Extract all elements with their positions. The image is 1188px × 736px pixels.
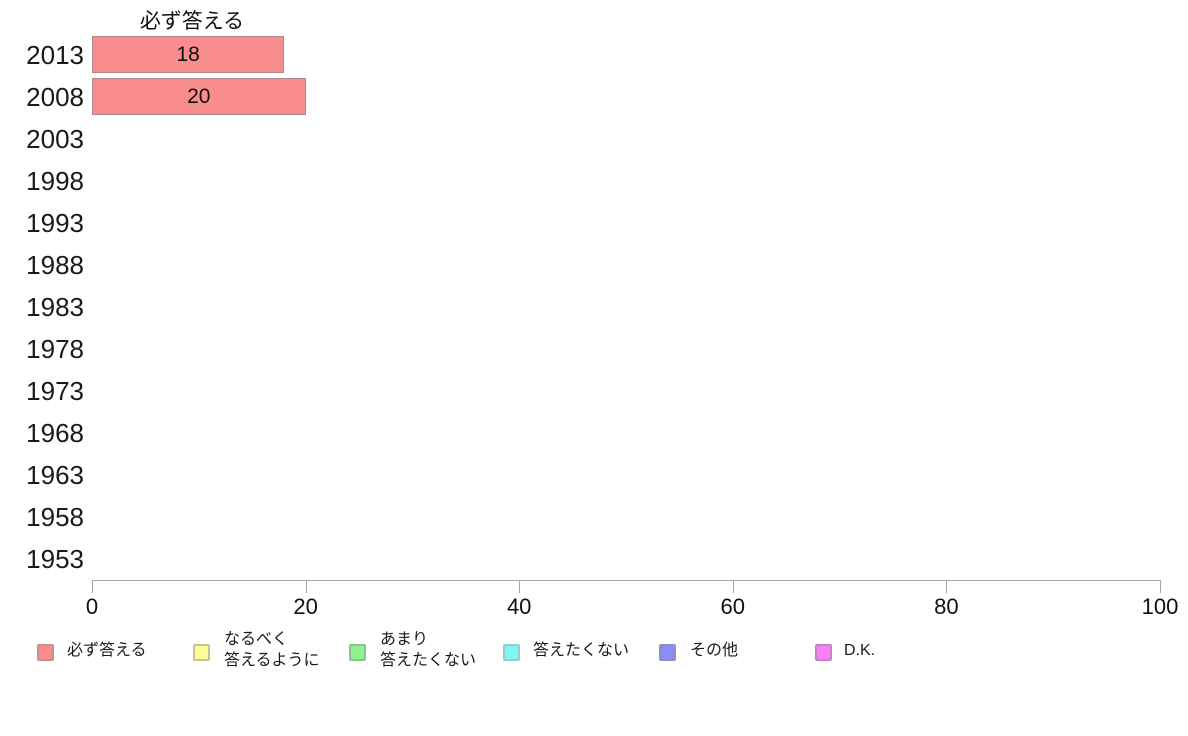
legend-swatch-2[interactable] [193,644,210,661]
bar-value-label: 18 [176,42,200,66]
x-tick-label-80: 80 [934,594,959,619]
legend-label-5[interactable]: その他 [690,640,738,661]
y-axis-label-1983: 1983 [26,292,84,322]
legend-label-line: 答えるように [224,652,320,669]
x-tick-mark [946,580,948,593]
y-axis-label-1978: 1978 [26,334,84,364]
x-tick-label-60: 60 [720,594,746,619]
y-axis-label-2013: 2013 [26,40,84,70]
legend-label-4[interactable]: 答えたくない [533,640,629,661]
y-axis-label-2008: 2008 [26,82,84,112]
legend-swatch-3[interactable] [349,644,366,661]
y-axis-label-1958: 1958 [26,502,84,532]
x-tick-label-0: 0 [85,594,99,619]
legend-label-3[interactable]: あまり 答えたくない [380,629,476,671]
legend-label-line: 答えたくない [380,652,477,669]
legend-label-1[interactable]: 必ず答える [67,640,147,661]
y-axis-label-1953: 1953 [26,544,84,574]
legend-label-line: 必ず答える [67,642,147,659]
y-axis-label-1968: 1968 [26,418,84,448]
bar-2008[interactable]: 20 [92,78,306,115]
legend-swatch-5[interactable] [659,644,676,661]
legend-swatch-1[interactable] [37,644,54,661]
y-axis-label-2003: 2003 [26,124,84,154]
x-axis-line [92,580,1161,581]
y-axis-label-1993: 1993 [26,208,84,238]
bar-value-label: 20 [187,84,211,108]
x-tick-mark [305,580,307,593]
x-tick-mark [519,580,521,593]
legend-label-6[interactable]: D.K. [844,640,875,661]
legend-label-line: 答えたくない [533,642,630,659]
chart-title: 必ず答える [139,10,245,33]
legend-label-line: あまり [380,631,429,648]
y-axis-label-1998: 1998 [26,166,84,196]
x-tick-label-20: 20 [293,594,318,619]
legend-label-line: その他 [690,642,739,659]
y-axis-label-1973: 1973 [26,376,84,406]
y-axis-label-1963: 1963 [26,460,84,490]
legend-swatch-6[interactable] [815,644,832,661]
x-tick-mark [732,580,734,593]
legend-label-2[interactable]: なるべく答えるように [224,629,320,671]
x-tick-label-100: 100 [1141,594,1179,619]
legend-swatch-4[interactable] [503,644,520,661]
x-tick-label-40: 40 [506,594,532,619]
x-tick-mark [92,580,93,593]
x-tick-mark [1160,580,1161,593]
legend-label-line: なるべく [224,631,289,648]
legend-label-line: D.K. [844,642,876,659]
y-axis-label-1988: 1988 [26,250,84,280]
bar-2013[interactable]: 18 [92,36,285,73]
